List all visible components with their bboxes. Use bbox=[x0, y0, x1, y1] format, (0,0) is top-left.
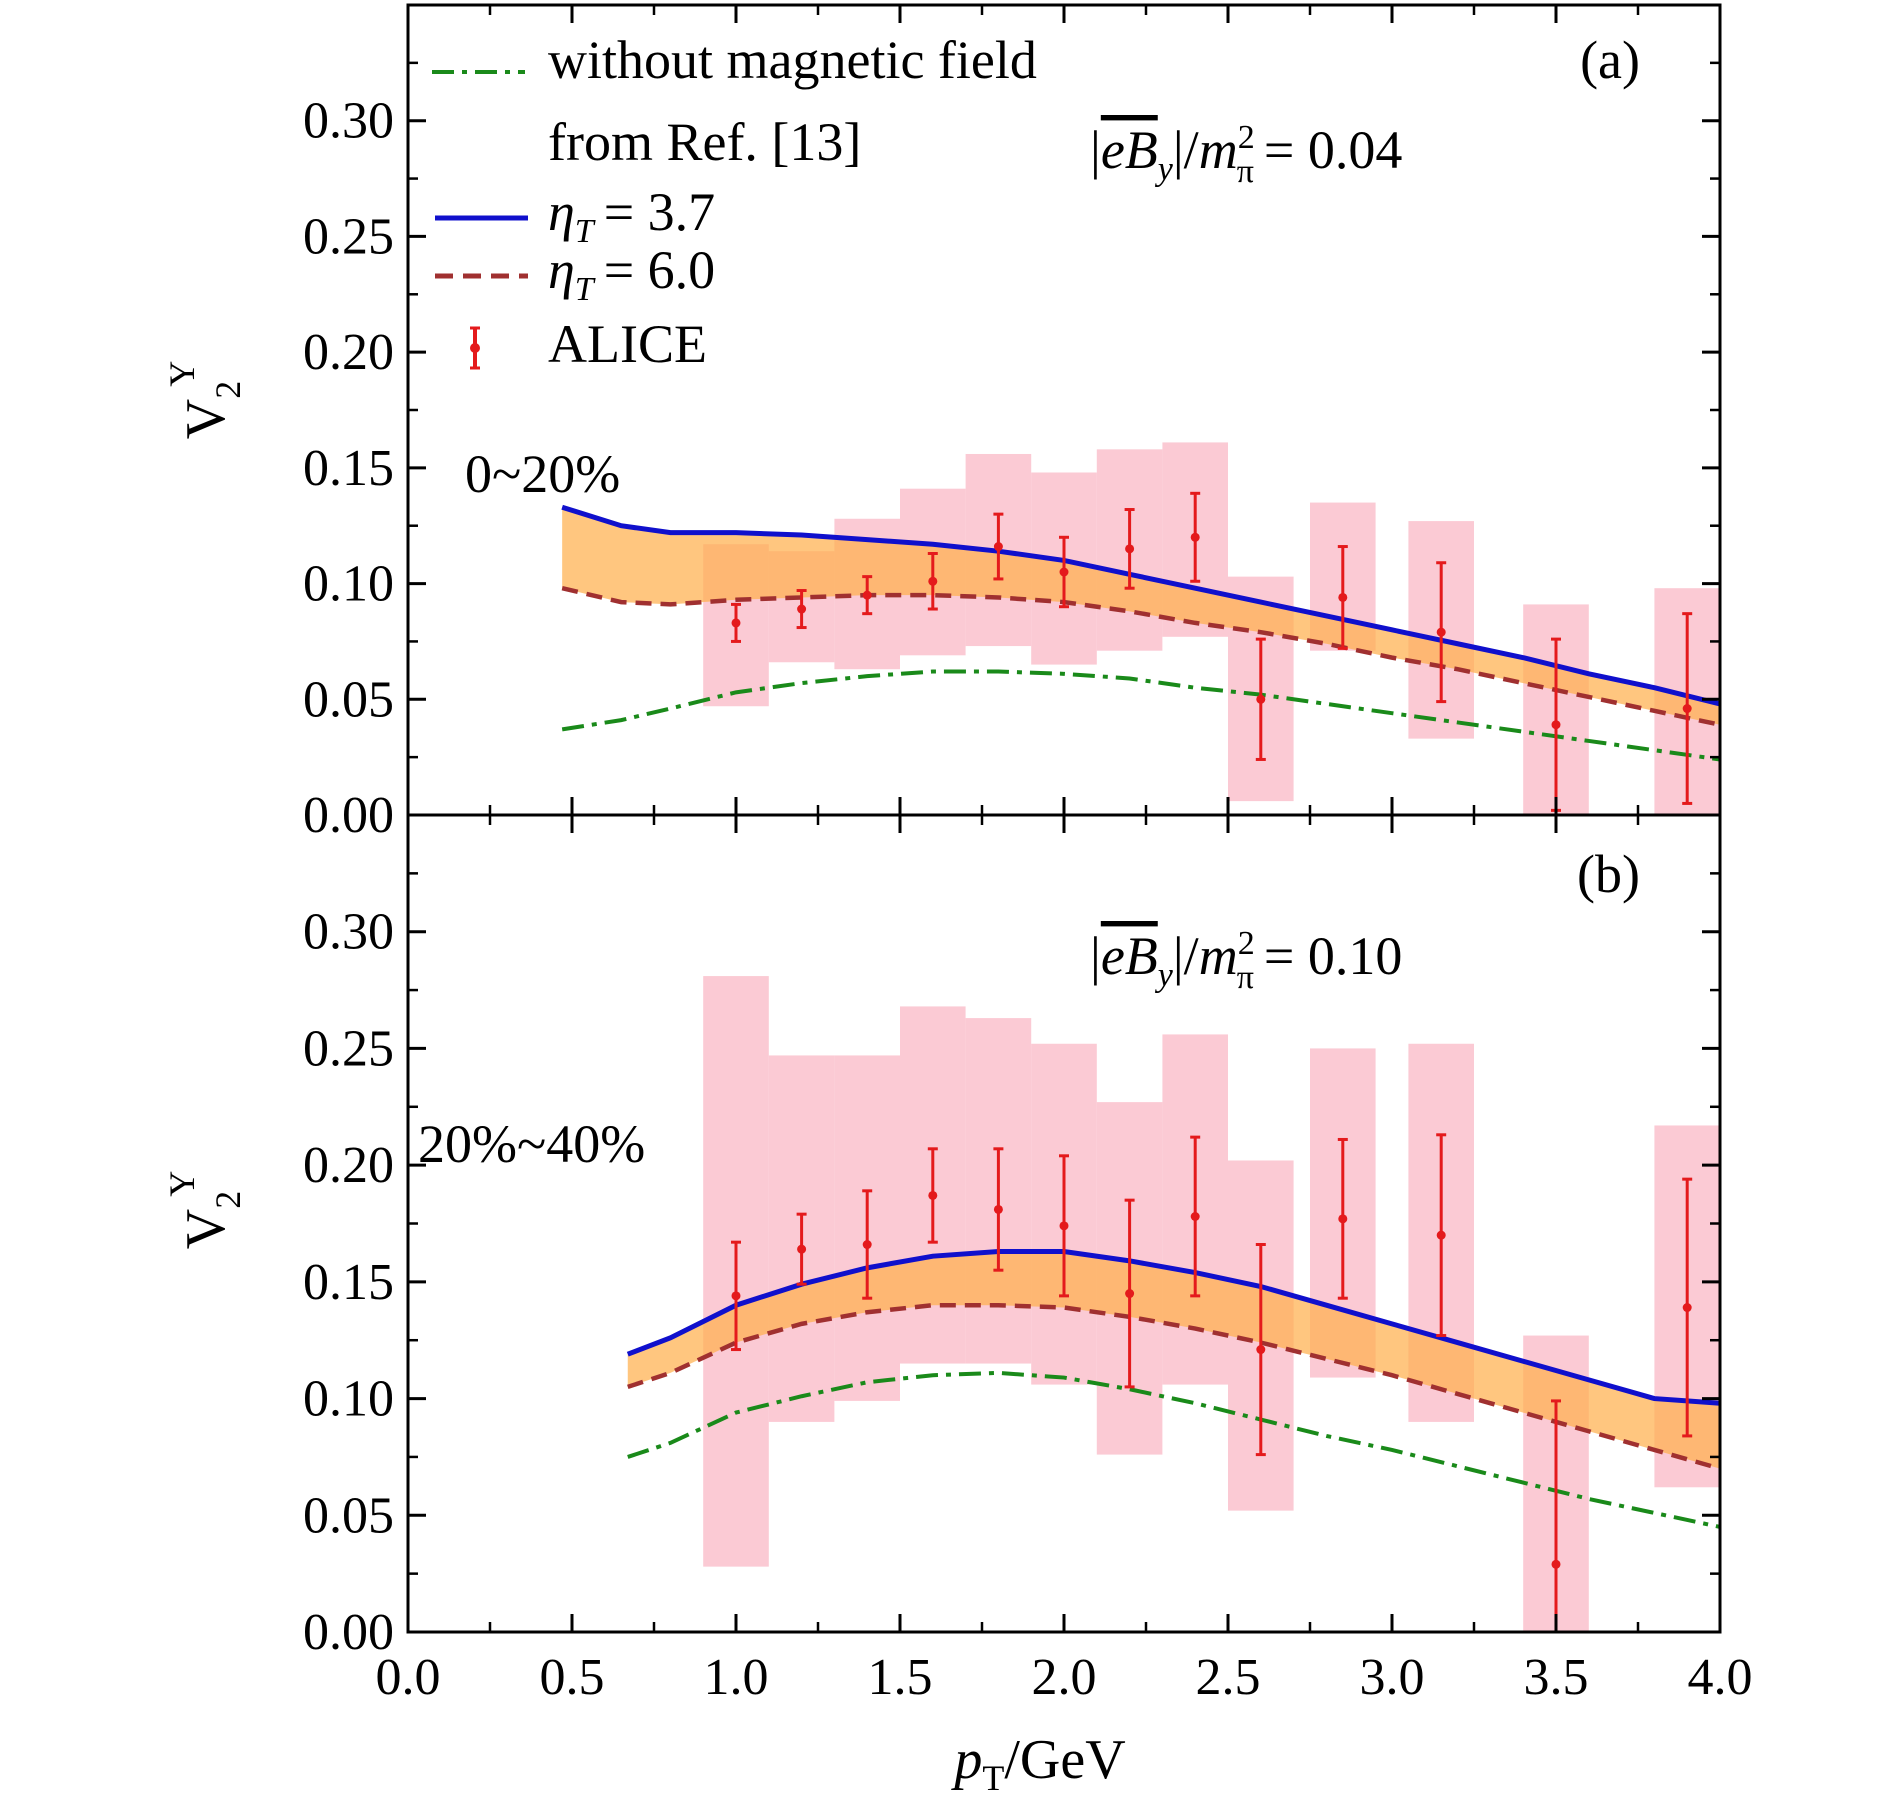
alice-point bbox=[1337, 1137, 1348, 1300]
y-tick-label: 0.05 bbox=[303, 671, 394, 728]
alice-point bbox=[993, 512, 1004, 581]
y-tick-label: 0.15 bbox=[303, 1254, 394, 1311]
panel-label-b: (b) bbox=[1577, 844, 1640, 904]
alice-point bbox=[1682, 1177, 1693, 1438]
band-b bbox=[627, 1251, 1720, 1469]
legend-alice-swatch bbox=[470, 326, 480, 370]
y-tick-label: 0.05 bbox=[303, 1487, 394, 1544]
eta60-line-b bbox=[627, 1302, 1720, 1471]
alice-point bbox=[1255, 1243, 1266, 1457]
x-axis-title: pT/GeV bbox=[950, 1729, 1125, 1794]
legend: without magnetic field from Ref. [13] ηT… bbox=[432, 30, 1037, 374]
y-tick-label: 0.00 bbox=[303, 1604, 394, 1661]
x-tick-label: 2.5 bbox=[1196, 1649, 1261, 1706]
alice-point bbox=[731, 1240, 741, 1352]
alice-point bbox=[731, 602, 741, 643]
y-tick-label: 0.10 bbox=[303, 1371, 394, 1428]
x-tick-label: 1.0 bbox=[704, 1649, 769, 1706]
legend-alice-label: ALICE bbox=[548, 314, 707, 374]
alice-point bbox=[796, 1212, 807, 1286]
eta37-line-b bbox=[626, 1249, 1720, 1406]
alice-points-a bbox=[731, 491, 1693, 812]
alice-point bbox=[796, 589, 807, 630]
x-tick-label: 4.0 bbox=[1688, 1649, 1753, 1706]
panel-a bbox=[561, 442, 1720, 815]
y-tick-label: 0.20 bbox=[303, 324, 394, 381]
legend-eta37-label: ηT = 3.7 bbox=[548, 182, 715, 250]
field-annotation-b: |eBy|/m2 π = 0.10 bbox=[1090, 925, 1402, 996]
y-tick-label: 0.30 bbox=[303, 93, 394, 150]
alice-point bbox=[1059, 1154, 1069, 1298]
centrality-label-a: 0~20% bbox=[465, 444, 620, 504]
alice-point bbox=[1436, 1133, 1447, 1338]
sys-boxes-a bbox=[703, 442, 1720, 815]
y-axis-title-b: V2Y bbox=[162, 1171, 248, 1249]
y-tick-label: 0.25 bbox=[303, 1020, 394, 1077]
alice-point bbox=[993, 1147, 1004, 1272]
svg-text:|eBy|/m2π= 0.10: |eBy|/m2 π = 0.10 bbox=[1090, 925, 1402, 996]
eta60-line-a bbox=[561, 586, 1720, 727]
x-tick-label: 0.0 bbox=[376, 1649, 441, 1706]
alice-point bbox=[1682, 612, 1693, 805]
legend-eta60-label: ηT = 6.0 bbox=[548, 240, 715, 308]
y-tick-label: 0.30 bbox=[303, 904, 394, 961]
panel-b bbox=[626, 976, 1720, 1632]
legend-no-field-label: without magnetic field bbox=[548, 30, 1037, 90]
band-a bbox=[562, 507, 1720, 725]
alice-point bbox=[1059, 535, 1069, 609]
y-tick-label: 0.20 bbox=[303, 1137, 394, 1194]
x-tick-label: 3.0 bbox=[1360, 1649, 1425, 1706]
centrality-label-b: 20%~40% bbox=[418, 1114, 645, 1174]
y-axis-title-a: V2Y bbox=[162, 361, 248, 439]
alice-point bbox=[1337, 545, 1348, 650]
alice-point bbox=[1255, 637, 1266, 761]
alice-point bbox=[862, 575, 873, 616]
alice-point bbox=[1124, 508, 1135, 590]
alice-point bbox=[927, 1147, 938, 1244]
y-tick-label: 0.25 bbox=[303, 208, 394, 265]
alice-point bbox=[1551, 1399, 1561, 1632]
x-tick-label: 0.5 bbox=[540, 1649, 605, 1706]
svg-text:V2Y: V2Y bbox=[162, 1171, 248, 1249]
alice-point bbox=[862, 1189, 873, 1300]
x-tick-label: 2.0 bbox=[1032, 1649, 1097, 1706]
axes: 0.00 0.05 0.10 0.15 0.20 0.25 0.30 0.00 0.05 0.10… bbox=[303, 3, 1753, 1706]
y-tick-label: 0.10 bbox=[303, 556, 394, 613]
no-field-line-b bbox=[627, 1370, 1720, 1529]
alice-point bbox=[927, 551, 938, 611]
y-tick-label: 0.15 bbox=[303, 440, 394, 497]
field-annotation-a: |eBy|/m2 π = 0.04 bbox=[1090, 119, 1402, 190]
y-tick-label: 0.00 bbox=[303, 787, 394, 844]
alice-point bbox=[1190, 1135, 1201, 1298]
panel-label-a: (a) bbox=[1580, 30, 1640, 90]
alice-points-b bbox=[731, 1133, 1693, 1632]
legend-no-field-label-2: from Ref. [13] bbox=[548, 112, 861, 172]
alice-point bbox=[1436, 561, 1447, 704]
x-tick-label: 1.5 bbox=[868, 1649, 933, 1706]
svg-text:|eBy|/m2π= 0.04: |eBy|/m2 π = 0.04 bbox=[1090, 119, 1402, 190]
x-tick-label: 3.5 bbox=[1524, 1649, 1589, 1706]
alice-point bbox=[1190, 491, 1201, 583]
alice-point bbox=[1124, 1198, 1135, 1389]
no-field-line-a bbox=[561, 669, 1720, 762]
svg-text:V2Y: V2Y bbox=[162, 361, 248, 439]
